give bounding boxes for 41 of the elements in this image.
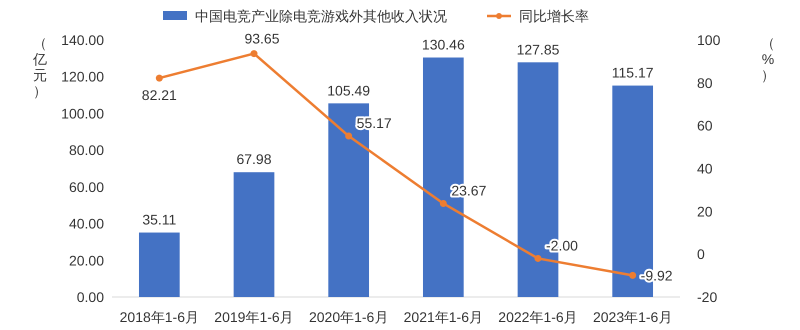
x-tick-label: 2020年1-6月 [308, 309, 388, 325]
y-tick-label: 20.00 [68, 252, 104, 268]
y2-tick-label: -20 [697, 289, 718, 305]
data-label: 35.11 [142, 212, 177, 228]
y2-tick-label: 80 [697, 74, 713, 91]
y2-tick-label: 100 [697, 32, 721, 48]
x-tick-label: 2022年1-6月 [498, 309, 578, 325]
y-tick-label: 120.00 [61, 68, 104, 85]
bar [234, 172, 274, 297]
y-tick-label: 60.00 [68, 178, 104, 195]
y2-tick-label: 40 [697, 160, 713, 176]
point [156, 74, 163, 82]
point [534, 254, 542, 262]
x-tick-label: 2019年1-6月 [214, 309, 294, 325]
y-tick-label: 40.00 [68, 216, 104, 232]
data-label: 115.17 [612, 64, 654, 81]
y-tick-label: 0.00 [76, 289, 104, 305]
x-tick-label: 2023年1-6月 [592, 309, 672, 325]
y-tick-label: 140.00 [61, 32, 104, 48]
data-label: 130.46 [422, 36, 465, 53]
y2-tick-label: 20 [697, 203, 713, 220]
x-tick-label: 2018年1-6月 [120, 309, 200, 325]
data-label: 127.85 [516, 41, 560, 58]
legend-label: 中国电竞产业除电竞游戏外其他收入状况 [195, 8, 447, 24]
point [629, 272, 636, 279]
legend-label: 同比增长率 [519, 8, 589, 24]
point [440, 200, 447, 207]
data-label: 93.65 [244, 30, 280, 47]
x-tick-label: 2021年1-6月 [404, 309, 484, 325]
data-label: 82.21 [142, 87, 178, 104]
point [250, 50, 258, 58]
y2-axis-title: （%） [761, 35, 775, 83]
y-axis-title: （亿元） [32, 35, 47, 99]
point [345, 132, 352, 140]
data-label: 105.49 [327, 82, 370, 98]
y-tick-label: 80.00 [68, 142, 104, 158]
y-tick-label: 100.00 [61, 105, 104, 122]
data-label: 67.98 [236, 151, 272, 168]
bar [138, 232, 180, 297]
y2-tick-label: 60 [697, 118, 713, 134]
y2-tick-label: 0 [697, 246, 705, 262]
